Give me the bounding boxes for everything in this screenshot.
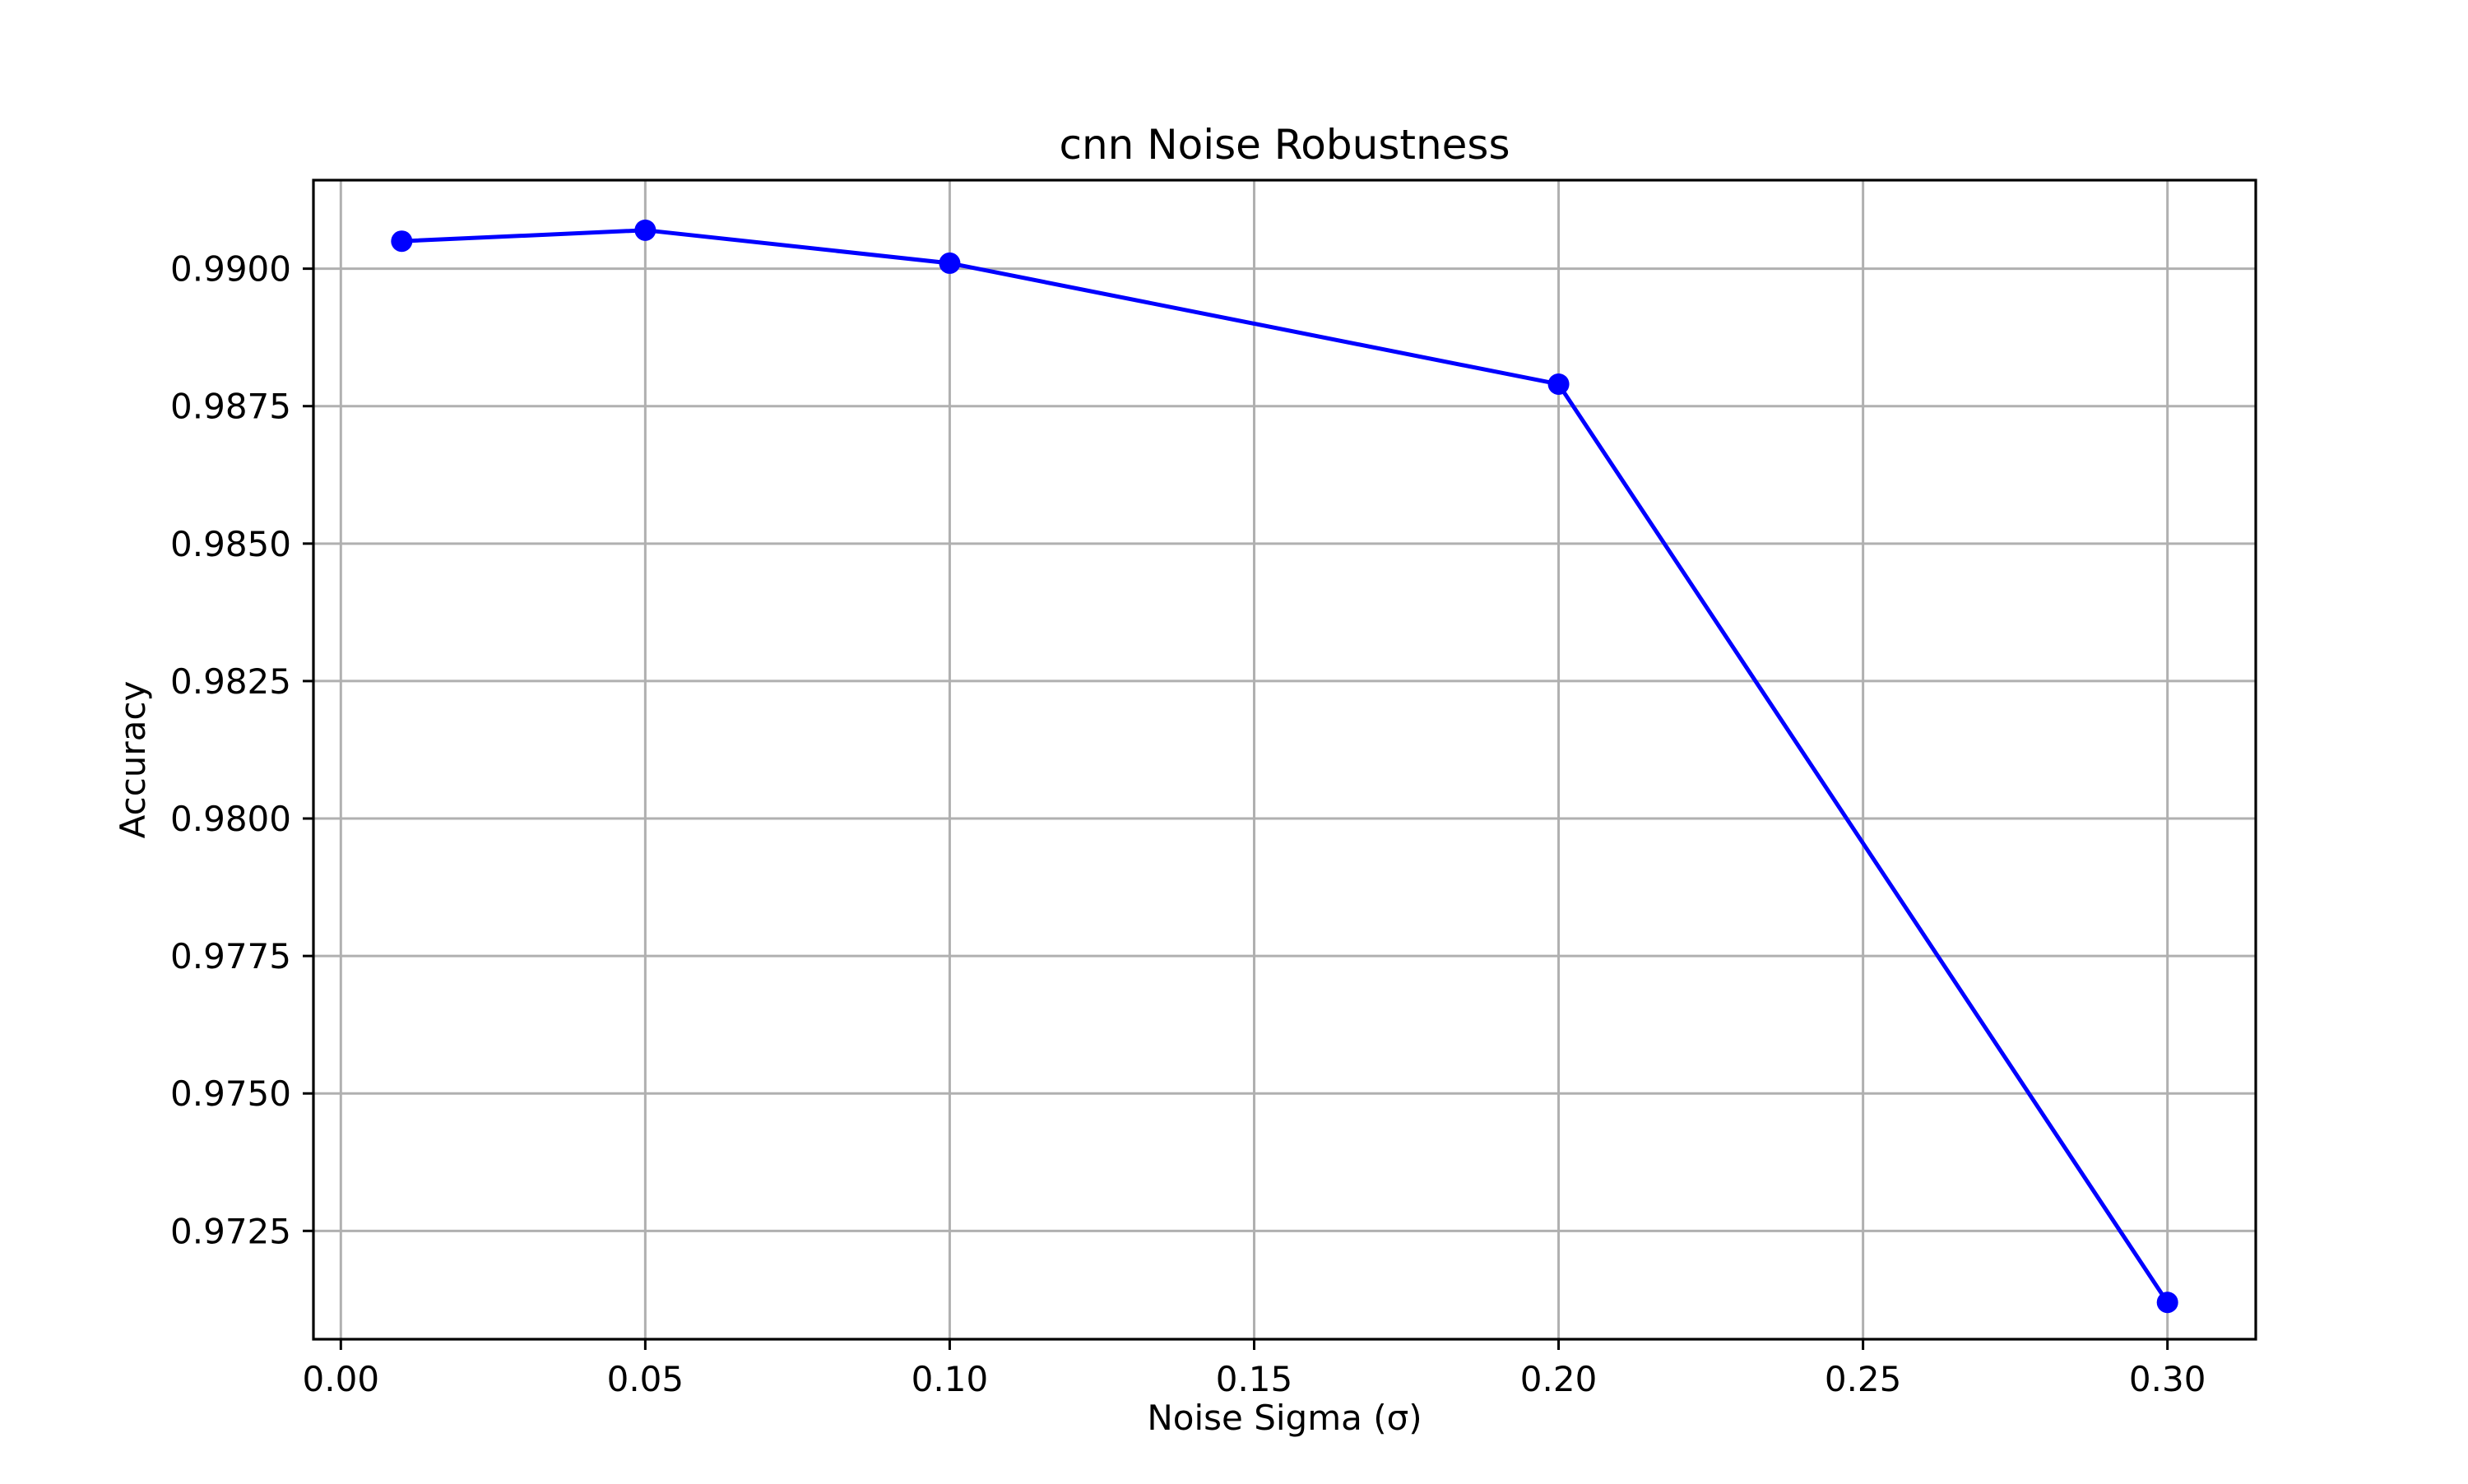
x-tick-label: 0.20: [1520, 1359, 1598, 1399]
y-tick-label: 0.9725: [170, 1211, 291, 1251]
data-point: [634, 219, 656, 241]
x-axis: 0.00 0.05 0.10 0.15 0.20 0.25 0.30: [303, 1339, 2206, 1399]
data-point: [939, 252, 961, 274]
data-point: [391, 230, 413, 253]
y-axis: 0.9725 0.9750 0.9775 0.9800 0.9825 0.9850 0.98…: [170, 249, 313, 1251]
x-tick-label: 0.10: [912, 1359, 989, 1399]
x-axis-label: Noise Sigma (σ): [1147, 1398, 1422, 1438]
plot-frame: [312, 179, 2257, 1341]
x-tick-label: 0.00: [303, 1359, 380, 1399]
y-tick-label: 0.9875: [170, 387, 291, 427]
data-point: [1547, 373, 1570, 395]
y-tick-label: 0.9900: [170, 249, 291, 290]
series-layer: [391, 219, 2178, 1314]
y-tick-label: 0.9850: [170, 524, 291, 564]
data-point: [2156, 1292, 2178, 1314]
chart-title: cnn Noise Robustness: [1059, 121, 1510, 169]
x-tick-label: 0.15: [1216, 1359, 1293, 1399]
y-tick-label: 0.9825: [170, 661, 291, 702]
x-tick-label: 0.25: [1825, 1359, 1902, 1399]
x-tick-label: 0.05: [607, 1359, 684, 1399]
grid: [313, 180, 2256, 1339]
x-tick-label: 0.30: [2129, 1359, 2206, 1399]
y-axis-label: Accuracy: [113, 681, 153, 839]
y-tick-label: 0.9775: [170, 936, 291, 976]
y-tick-label: 0.9800: [170, 799, 291, 839]
y-tick-label: 0.9750: [170, 1074, 291, 1114]
